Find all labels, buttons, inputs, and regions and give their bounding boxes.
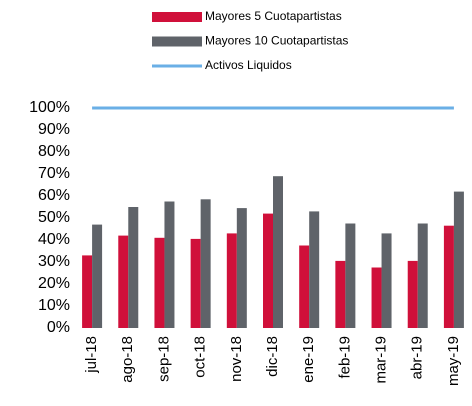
bar <box>263 213 273 328</box>
x-tick-label: may-19 <box>445 336 462 386</box>
bar <box>92 224 103 328</box>
bar <box>345 223 356 328</box>
bar <box>236 208 247 328</box>
legend-label: Mayores 5 Cuotapartistas <box>205 9 342 23</box>
bar <box>443 225 454 328</box>
bar <box>407 260 418 328</box>
bar <box>299 245 310 328</box>
bar <box>335 260 346 328</box>
x-tick-label: nov-18 <box>228 336 245 382</box>
y-tick-label: 10% <box>38 297 70 314</box>
bar <box>273 176 283 328</box>
x-tick-label: oct-18 <box>192 336 209 378</box>
x-tick-label: abr-19 <box>409 336 426 379</box>
y-tick-label: 0% <box>47 319 70 336</box>
x-tick-label: feb-19 <box>336 336 353 379</box>
bar <box>381 233 392 328</box>
bar <box>417 223 428 328</box>
bar <box>190 238 201 328</box>
bar <box>82 255 93 328</box>
y-tick-label: 20% <box>38 275 70 292</box>
x-tick-label: ago-18 <box>119 336 136 383</box>
y-tick-label: 90% <box>38 121 70 138</box>
bar <box>200 199 211 328</box>
x-tick-label: dic-18 <box>264 336 281 377</box>
y-tick-label: 70% <box>38 165 70 182</box>
y-tick-label: 40% <box>38 231 70 248</box>
x-tick-label: mar-19 <box>373 336 390 384</box>
x-tick-label: ene-19 <box>300 336 317 383</box>
y-tick-label: 80% <box>38 143 70 160</box>
legend-swatch <box>152 12 202 22</box>
bar <box>226 233 237 328</box>
y-tick-label: 50% <box>38 209 70 226</box>
y-tick-label: 30% <box>38 253 70 270</box>
y-tick-label: 60% <box>38 187 70 204</box>
bar <box>309 211 320 328</box>
bar <box>453 191 464 328</box>
bar <box>154 237 165 328</box>
legend-swatch <box>152 36 202 47</box>
y-tick-label: 100% <box>29 99 70 116</box>
bar <box>128 207 139 328</box>
legend-label: Activos Liquidos <box>205 58 292 72</box>
bar <box>118 235 129 328</box>
bar <box>371 267 382 328</box>
bar <box>164 201 175 328</box>
legend-label: Mayores 10 Cuotapartistas <box>205 34 348 48</box>
x-tick-label: jul-18 <box>83 336 100 374</box>
x-tick-label: sep-18 <box>155 336 172 382</box>
